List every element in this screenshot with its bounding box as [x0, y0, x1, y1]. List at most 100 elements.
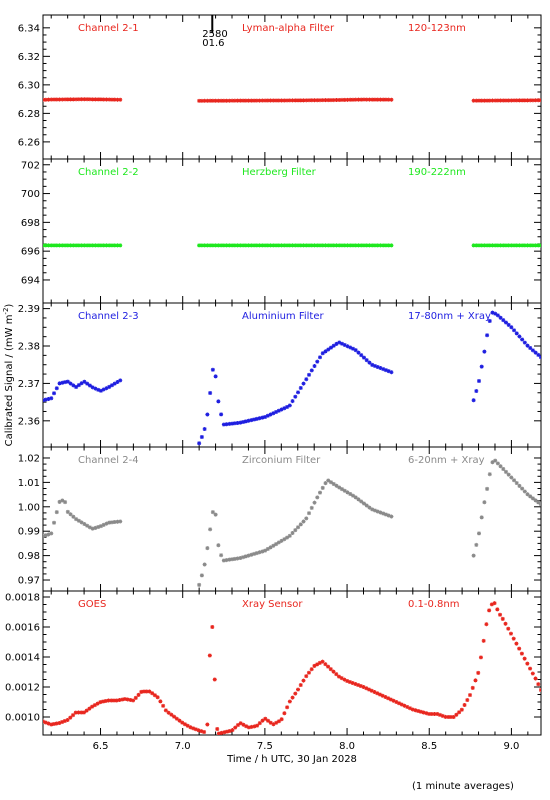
channel-label: GOES [78, 599, 106, 610]
data-point [337, 340, 342, 345]
data-point [334, 672, 339, 677]
data-point [489, 602, 494, 607]
data-point [290, 399, 295, 404]
data-point [372, 363, 377, 368]
data-point [112, 243, 117, 248]
data-point [282, 537, 287, 542]
data-point [222, 730, 227, 735]
panel-3: 2.36 2.37 2.38 2.39 Channel 2-3 Aluminium Fil… [18, 302, 542, 448]
data-point [139, 689, 144, 694]
data-point [98, 243, 103, 248]
data-point [293, 98, 298, 103]
data-point [509, 243, 514, 248]
data-point [353, 348, 358, 353]
data-point [85, 243, 90, 248]
data-point [293, 528, 298, 533]
data-point [274, 720, 279, 725]
data-point [233, 725, 238, 730]
data-point [307, 243, 312, 248]
data-point [235, 420, 240, 425]
filter-label: Lyman-alpha Filter [242, 23, 335, 34]
data-point [257, 721, 262, 726]
data-point [185, 723, 190, 728]
data-point [520, 98, 525, 103]
data-point [367, 97, 372, 102]
data-point [107, 97, 112, 102]
data-point [104, 521, 109, 526]
data-point [109, 97, 114, 102]
data-point [182, 722, 187, 727]
y-tick-label: 6.32 [18, 52, 40, 63]
data-point [506, 243, 511, 248]
data-point [87, 97, 92, 102]
panel-frame [42, 446, 542, 592]
data-point [381, 97, 386, 102]
data-point [98, 524, 103, 529]
data-point [359, 243, 364, 248]
data-point [276, 719, 281, 724]
data-point [342, 677, 347, 682]
data-point [416, 708, 421, 713]
data-point [485, 333, 490, 338]
data-series [43, 243, 541, 248]
y-tick-label: 0.0012 [5, 683, 40, 694]
data-point [254, 416, 259, 421]
data-point [378, 97, 383, 102]
data-point [276, 98, 281, 103]
data-point [112, 520, 117, 525]
data-point [435, 712, 440, 716]
data-point [252, 98, 257, 103]
y-tick-label: 698 [21, 218, 40, 229]
band-label: 17-80nm + Xray [408, 311, 491, 322]
data-point [293, 394, 298, 399]
data-point [90, 385, 95, 390]
data-point [202, 730, 207, 734]
data-point [172, 714, 177, 719]
data-point [410, 707, 415, 712]
data-point [350, 97, 355, 102]
data-point [326, 347, 331, 352]
data-point [125, 697, 130, 702]
data-point [312, 364, 317, 369]
data-point [101, 699, 106, 704]
data-point [367, 687, 372, 692]
data-point [254, 551, 259, 556]
data-point [525, 343, 530, 348]
data-point [79, 243, 84, 248]
data-point [501, 243, 506, 248]
data-point [230, 421, 235, 426]
data-point [287, 98, 292, 103]
y-tick-label: 700 [21, 189, 40, 200]
data-point [263, 243, 268, 248]
data-point [285, 535, 290, 540]
data-point [244, 724, 249, 729]
data-point [326, 664, 331, 669]
data-point [359, 353, 364, 358]
data-point [65, 97, 70, 102]
data-point [474, 389, 479, 394]
data-point [213, 243, 218, 248]
data-point [131, 698, 136, 703]
data-point [85, 381, 90, 386]
data-point [361, 685, 366, 690]
data-point [309, 98, 314, 103]
x-tick-label: 9.0 [503, 741, 519, 752]
data-point [49, 396, 54, 401]
data-point [260, 98, 265, 103]
data-point [243, 98, 248, 103]
data-point [235, 98, 240, 103]
data-point [536, 243, 541, 248]
data-point [481, 638, 486, 643]
data-point [216, 98, 221, 103]
data-point [339, 97, 344, 102]
data-point [79, 97, 84, 102]
data-point [246, 553, 251, 558]
data-point [482, 98, 487, 103]
band-label: 190-222nm [408, 167, 466, 178]
data-point [473, 678, 478, 683]
data-point [243, 554, 248, 559]
data-point [257, 98, 262, 103]
data-point [520, 486, 525, 491]
data-point [487, 608, 492, 613]
data-point [506, 626, 511, 631]
